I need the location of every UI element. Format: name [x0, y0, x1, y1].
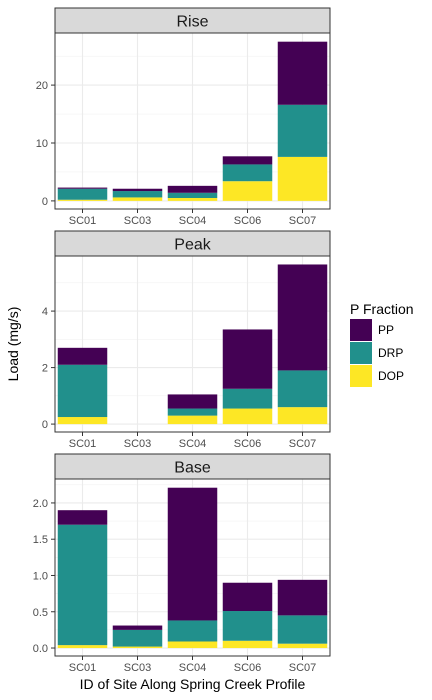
x-tick-label: SC01: [69, 438, 97, 450]
y-tick-label: 0.0: [33, 643, 48, 655]
facet-strip: [54, 453, 331, 480]
legend-key-drp: [350, 342, 372, 364]
bar-pp-sc06: [222, 156, 273, 165]
bar-pp-sc01: [57, 187, 108, 189]
bar-dop-sc01: [57, 199, 108, 201]
bar-dop-sc07: [277, 407, 328, 425]
bar-drp-sc01: [57, 364, 108, 418]
bar-dop-sc01: [57, 417, 108, 425]
x-tick-label: SC03: [124, 662, 152, 674]
facet-strip: [54, 7, 331, 34]
bar-drp-sc06: [222, 388, 273, 409]
bar-drp-sc07: [277, 104, 328, 157]
bar-drp-sc01: [57, 188, 108, 200]
bar-drp-sc01: [57, 524, 108, 646]
facet-title: Rise: [176, 14, 208, 31]
y-tick-label: 1.0: [33, 570, 48, 582]
bar-dop-sc01: [57, 645, 108, 649]
x-tick-label: SC07: [289, 438, 317, 450]
y-tick-label: 2.0: [33, 498, 48, 510]
facet-strip: [54, 230, 331, 257]
bar-pp-sc04: [167, 394, 218, 409]
y-tick-label: 2: [42, 363, 48, 375]
bar-drp-sc07: [277, 615, 328, 644]
x-tick-label: SC03: [124, 438, 152, 450]
y-axis-title: Load (mg/s): [5, 307, 21, 382]
x-axis-title: ID of Site Along Spring Creek Profile: [80, 676, 306, 692]
legend-key-dop: [350, 365, 372, 387]
y-tick-label: 10: [36, 138, 48, 150]
x-tick-label: SC03: [124, 215, 152, 227]
bar-pp-sc01: [57, 347, 108, 365]
x-tick-label: SC04: [179, 438, 207, 450]
x-tick-label: SC01: [69, 215, 97, 227]
legend-label-pp: PP: [378, 323, 394, 337]
bar-dop-sc03: [112, 646, 163, 649]
bar-pp-sc03: [112, 625, 163, 630]
bar-pp-sc01: [57, 510, 108, 525]
bar-drp-sc04: [167, 620, 218, 642]
bar-pp-sc07: [277, 579, 328, 616]
legend-label-drp: DRP: [378, 346, 403, 360]
bar-drp-sc03: [112, 629, 163, 647]
y-tick-label: 20: [36, 80, 48, 92]
bar-pp-sc06: [222, 582, 273, 612]
legend-key-pp: [350, 319, 372, 341]
bar-drp-sc04: [167, 192, 218, 198]
bar-dop-sc03: [112, 197, 163, 201]
bar-drp-sc06: [222, 164, 273, 182]
x-tick-label: SC04: [179, 662, 207, 674]
bar-pp-sc04: [167, 185, 218, 193]
bar-pp-sc04: [167, 487, 218, 621]
bar-dop-sc07: [277, 156, 328, 201]
y-tick-label: 0.5: [33, 607, 48, 619]
x-tick-label: SC01: [69, 662, 97, 674]
bar-dop-sc04: [167, 198, 218, 201]
bar-dop-sc06: [222, 640, 273, 649]
bar-pp-sc03: [112, 188, 163, 192]
bar-dop-sc04: [167, 641, 218, 649]
bar-drp-sc06: [222, 611, 273, 641]
bar-pp-sc07: [277, 41, 328, 105]
x-tick-label: SC07: [289, 662, 317, 674]
bar-drp-sc04: [167, 408, 218, 416]
y-tick-label: 4: [42, 306, 48, 318]
bar-dop-sc07: [277, 643, 328, 649]
bar-dop-sc06: [222, 181, 273, 201]
x-tick-label: SC06: [234, 438, 262, 450]
bar-dop-sc06: [222, 408, 273, 425]
bar-dop-sc04: [167, 415, 218, 425]
y-tick-label: 0: [42, 419, 48, 431]
x-tick-label: SC06: [234, 215, 262, 227]
x-tick-label: SC06: [234, 662, 262, 674]
legend-title: P Fraction: [350, 301, 414, 317]
bar-pp-sc07: [277, 264, 328, 371]
facet-title: Peak: [174, 237, 211, 254]
x-tick-label: SC04: [179, 215, 207, 227]
facet-title: Base: [174, 460, 211, 477]
y-tick-label: 1.5: [33, 534, 48, 546]
bar-pp-sc06: [222, 329, 273, 389]
y-tick-label: 0: [42, 196, 48, 208]
x-tick-label: SC07: [289, 215, 317, 227]
bar-drp-sc03: [112, 191, 163, 198]
legend-label-dop: DOP: [378, 369, 404, 383]
bar-drp-sc07: [277, 370, 328, 408]
